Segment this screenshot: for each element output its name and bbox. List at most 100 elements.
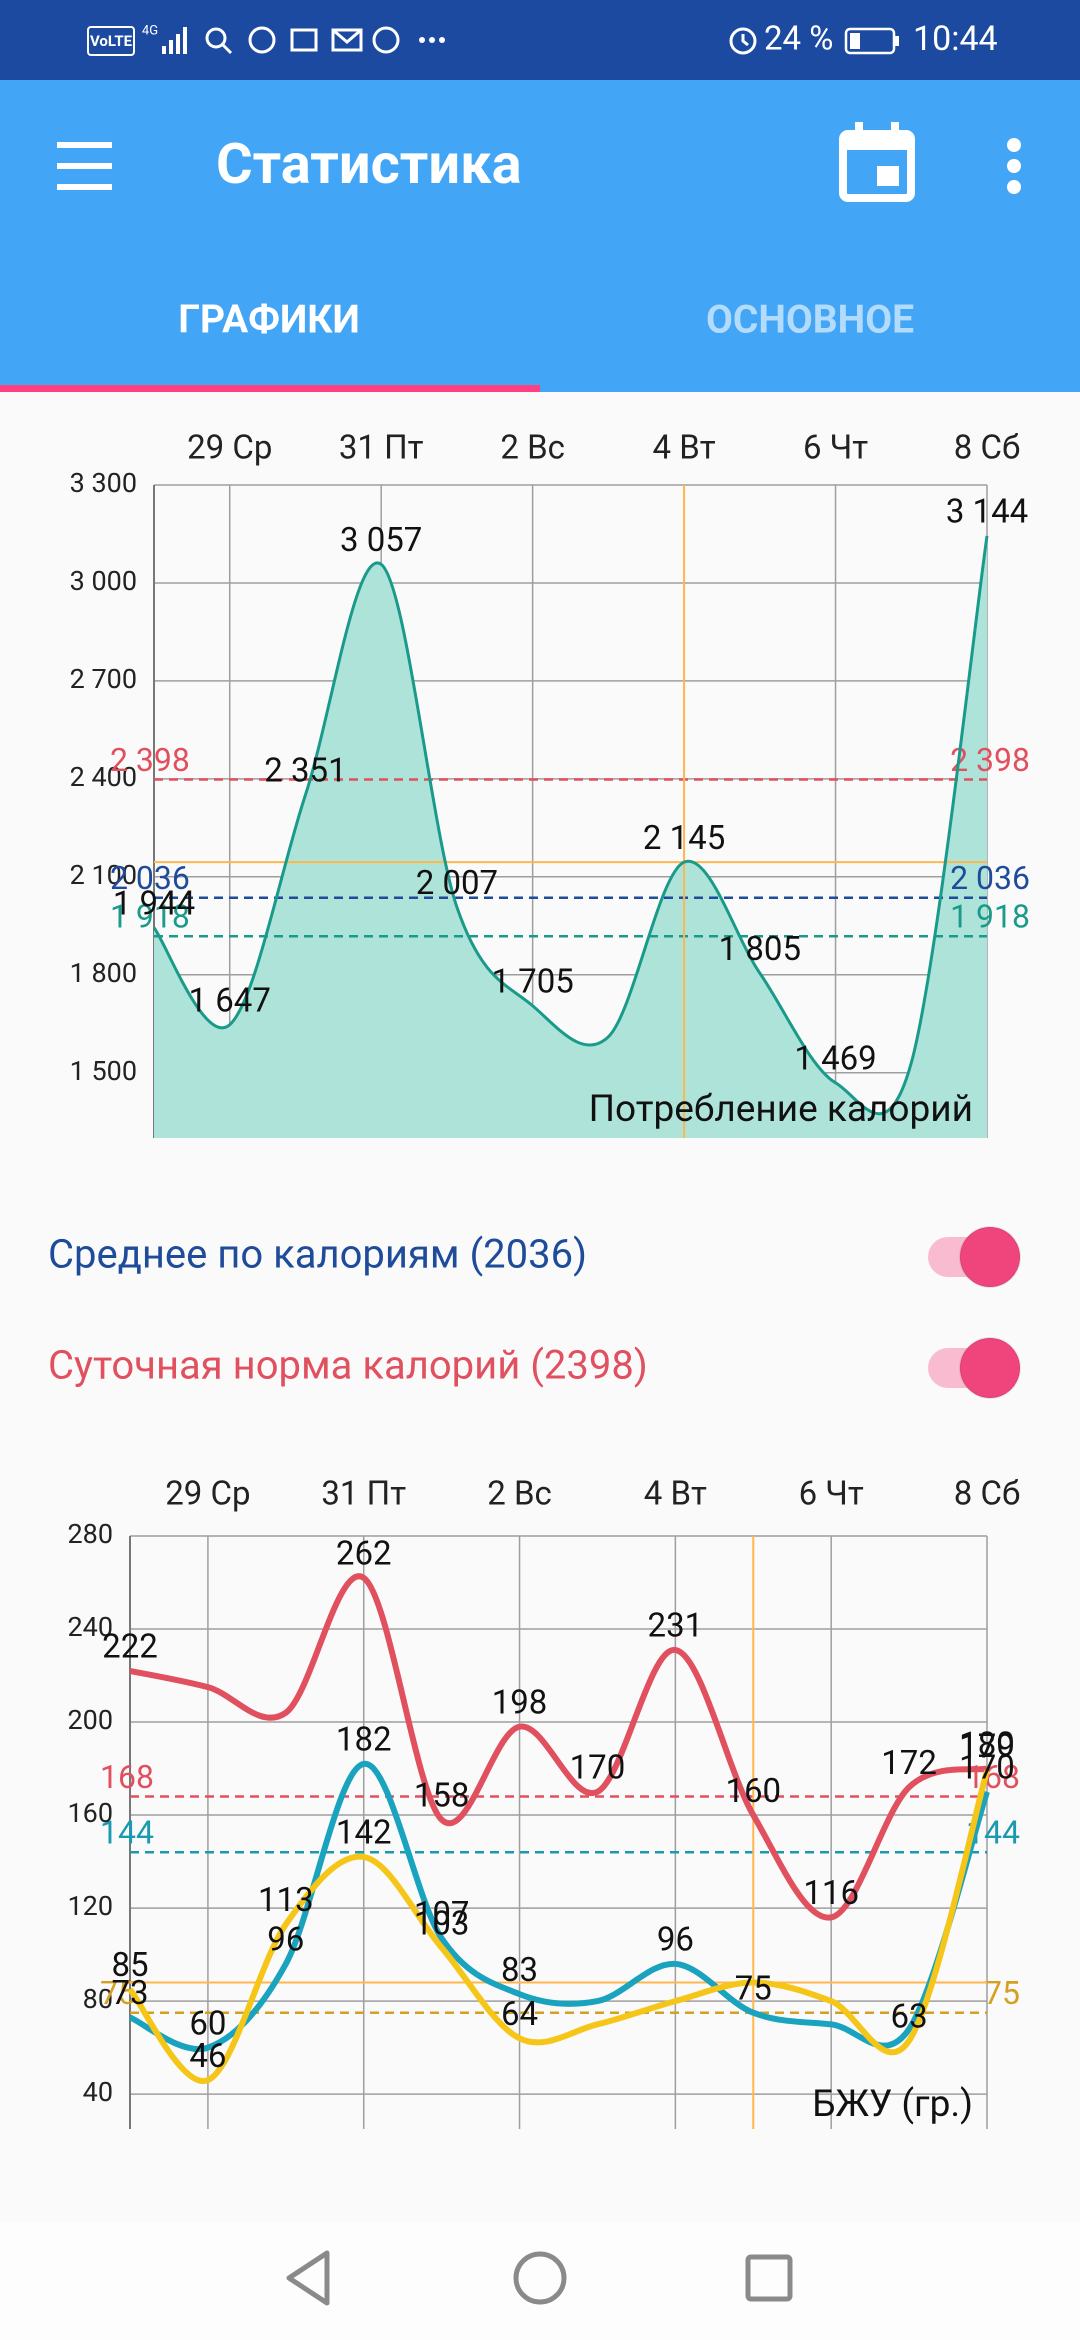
data-label: 262 xyxy=(336,1535,392,1574)
reference-label: 2 036 xyxy=(950,859,1030,897)
data-label: 64 xyxy=(501,1995,538,2034)
chart: 40 80 120 160 200 240 280 29 Ср 31 Пт 2 Вс 4 Вт 6 Ч… xyxy=(67,1475,1020,2129)
x-tick-label: 8 Сб xyxy=(954,1475,1020,1514)
reference-label: 2 398 xyxy=(950,741,1030,779)
series-line xyxy=(129,1573,988,1921)
tab-indicator xyxy=(0,385,540,392)
data-label: 2 351 xyxy=(264,752,346,791)
data-label: 103 xyxy=(414,1904,470,1943)
calendar-button[interactable] xyxy=(839,122,915,202)
signal-icon xyxy=(162,27,187,54)
toggle-label: Среднее по калориям (2036) xyxy=(48,1231,587,1278)
data-label: 3 144 xyxy=(946,493,1028,532)
data-label: 2 007 xyxy=(416,864,498,903)
battery-tip xyxy=(895,36,899,46)
reference-label: 168 xyxy=(100,1758,154,1796)
data-label: 1 647 xyxy=(189,981,271,1020)
data-label: 1 805 xyxy=(719,930,801,969)
data-label: 83 xyxy=(501,1951,538,1990)
y-tick-label: 2 100 xyxy=(70,859,137,891)
x-tick-label: 2 Вс xyxy=(500,429,565,468)
battery-level xyxy=(850,33,860,49)
y-tick-label: 160 xyxy=(67,1797,113,1829)
toggle-switch[interactable] xyxy=(959,1226,1021,1288)
y-tick-label: 2 400 xyxy=(70,761,137,793)
toggle-switch[interactable] xyxy=(959,1337,1021,1399)
data-label: 107 xyxy=(414,1895,470,1934)
app-bar xyxy=(0,80,1080,392)
y-tick-label: 120 xyxy=(67,1890,113,1922)
series-line xyxy=(127,1770,990,2084)
chart: 1 500 1 800 2 100 2 400 2 700 3 000 3 300 29 Ср… xyxy=(70,429,1030,1138)
y-tick-label: 1 500 xyxy=(70,1055,137,1087)
notification-icons xyxy=(205,26,400,55)
x-tick-label: 8 Сб xyxy=(954,429,1020,468)
clock: 10:44 xyxy=(913,19,998,59)
reference-label: 1 918 xyxy=(950,898,1030,936)
reference-label: 2 036 xyxy=(110,859,190,897)
data-label: 170 xyxy=(570,1749,626,1788)
data-label: 2 145 xyxy=(643,819,725,858)
data-label: 172 xyxy=(881,1744,937,1783)
more-dots xyxy=(419,37,445,43)
data-label: 182 xyxy=(336,1721,392,1760)
tab[interactable]: ОСНОВНОЕ xyxy=(706,296,914,342)
toggle-label: Суточная норма калорий (2398) xyxy=(48,1342,648,1389)
data-label: 160 xyxy=(725,1772,781,1811)
reference-label: 168 xyxy=(966,1758,1020,1796)
back-button[interactable] xyxy=(286,2250,330,2306)
tab-active[interactable]: ГРАФИКИ xyxy=(178,296,360,342)
battery-percent: 24 % xyxy=(764,20,833,59)
chart-annotation: БЖУ (гр.) xyxy=(812,2083,973,2126)
y-tick-label: 3 300 xyxy=(70,467,137,499)
x-tick-label: 6 Чт xyxy=(799,1475,864,1514)
data-label: 180 xyxy=(959,1725,1015,1764)
reference-label: 75 xyxy=(984,1974,1020,2012)
reference-label: 144 xyxy=(100,1814,154,1852)
x-tick-label: 4 Вт xyxy=(644,1475,707,1514)
x-tick-label: 29 Ср xyxy=(187,429,272,468)
data-label: 75 xyxy=(735,1969,772,2008)
data-label: 60 xyxy=(189,2004,226,2043)
data-label: 3 057 xyxy=(340,521,422,560)
data-label: 63 xyxy=(891,1997,928,2036)
home-button[interactable] xyxy=(513,2251,567,2305)
menu-button[interactable] xyxy=(57,142,112,190)
network-label: VoLTE xyxy=(90,32,133,50)
toggle-row: Суточная норма калорий (2398) xyxy=(48,1337,1021,1399)
x-tick-label: 31 Пт xyxy=(339,429,424,468)
y-tick-label: 240 xyxy=(67,1611,113,1643)
data-label: 1 469 xyxy=(794,1040,876,1079)
x-tick-label: 4 Вт xyxy=(653,429,716,468)
signal-label: 4G xyxy=(142,23,158,38)
data-label: 116 xyxy=(803,1874,859,1913)
y-tick-label: 2 700 xyxy=(70,663,137,695)
volte-box xyxy=(87,26,135,56)
y-tick-label: 40 xyxy=(83,2076,113,2108)
data-label: 231 xyxy=(648,1607,704,1646)
alarm-icon xyxy=(729,27,757,55)
toggle-row: Среднее по калориям (2036) xyxy=(48,1226,1021,1288)
y-tick-label: 1 800 xyxy=(70,957,137,989)
y-tick-label: 280 xyxy=(67,1518,113,1550)
data-label: 1 705 xyxy=(491,962,573,1001)
y-tick-label: 3 000 xyxy=(70,565,137,597)
data-label: 198 xyxy=(492,1683,548,1722)
battery-icon xyxy=(844,27,896,55)
x-tick-label: 29 Ср xyxy=(165,1475,250,1514)
data-label: 1 944 xyxy=(113,884,195,923)
area-fill xyxy=(154,535,987,1138)
overflow-menu[interactable] xyxy=(1007,138,1021,194)
data-label: 96 xyxy=(657,1921,694,1960)
data-label: 73 xyxy=(111,1974,148,2013)
reference-label: 1 918 xyxy=(110,898,190,936)
x-tick-label: 2 Вс xyxy=(487,1475,552,1514)
x-tick-label: 6 Чт xyxy=(803,429,868,468)
recents-button[interactable] xyxy=(745,2254,793,2302)
data-label: 46 xyxy=(189,2037,226,2076)
data-label: 113 xyxy=(258,1881,314,1920)
y-tick-label: 80 xyxy=(83,1983,113,2015)
chart-annotation: Потребление калорий xyxy=(589,1088,973,1131)
data-label: 170 xyxy=(959,1749,1015,1788)
